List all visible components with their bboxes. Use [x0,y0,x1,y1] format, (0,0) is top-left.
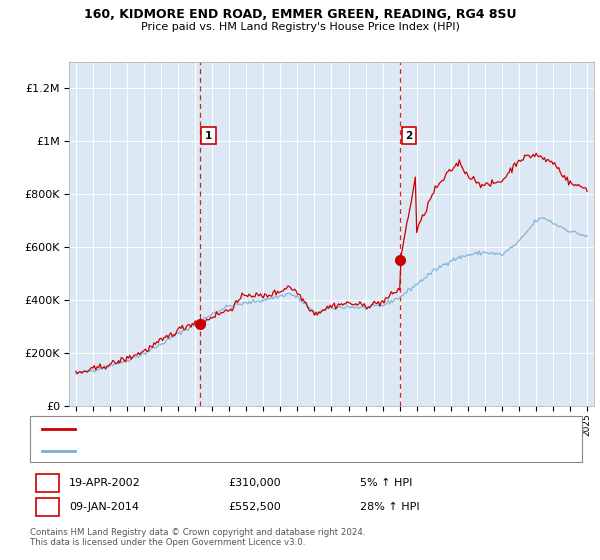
Text: 2: 2 [405,131,413,141]
Text: 1: 1 [205,131,212,141]
Text: 2: 2 [44,502,51,512]
Text: 19-APR-2002: 19-APR-2002 [69,478,141,488]
Text: £310,000: £310,000 [228,478,281,488]
Text: 1: 1 [44,478,51,488]
Text: 28% ↑ HPI: 28% ↑ HPI [360,502,419,512]
Text: 5% ↑ HPI: 5% ↑ HPI [360,478,412,488]
Text: 09-JAN-2014: 09-JAN-2014 [69,502,139,512]
Text: Price paid vs. HM Land Registry's House Price Index (HPI): Price paid vs. HM Land Registry's House … [140,22,460,32]
Text: £552,500: £552,500 [228,502,281,512]
Text: HPI: Average price, detached house, Reading: HPI: Average price, detached house, Read… [81,446,302,455]
Text: Contains HM Land Registry data © Crown copyright and database right 2024.
This d: Contains HM Land Registry data © Crown c… [30,528,365,547]
Text: 160, KIDMORE END ROAD, EMMER GREEN, READING, RG4 8SU: 160, KIDMORE END ROAD, EMMER GREEN, READ… [84,8,516,21]
Text: 160, KIDMORE END ROAD, EMMER GREEN, READING, RG4 8SU (detached house): 160, KIDMORE END ROAD, EMMER GREEN, READ… [81,424,477,434]
